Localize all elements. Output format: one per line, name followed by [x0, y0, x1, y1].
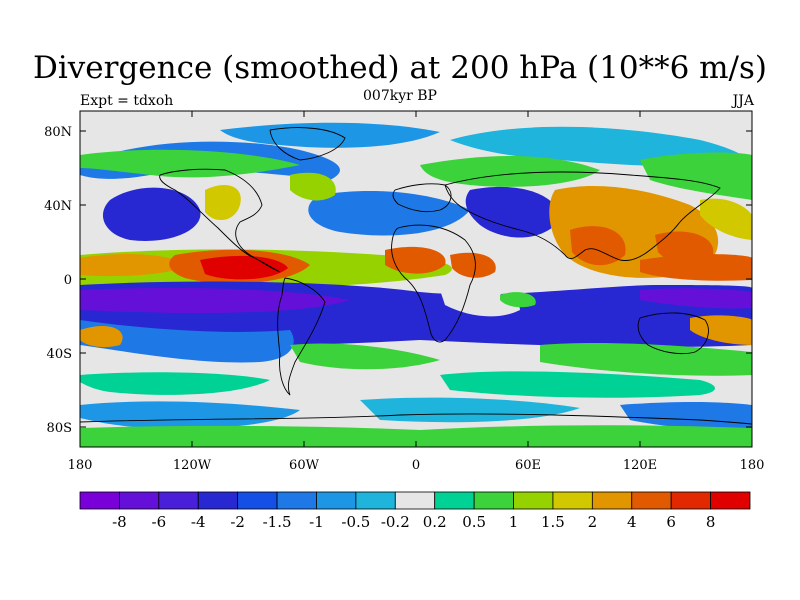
lon-tick-label: 120E — [623, 458, 657, 473]
africa-coast — [391, 224, 476, 343]
colorbar-swatch — [119, 491, 160, 510]
lat-tick-label: 0 — [64, 273, 72, 288]
lon-tick-label: 180 — [68, 458, 93, 473]
colorbar-label: 0.5 — [462, 513, 486, 531]
field-region — [640, 288, 752, 309]
field-region — [385, 246, 446, 274]
lon-tick-label: 0 — [412, 458, 420, 473]
asia-coast — [444, 171, 721, 261]
colorbar-swatch — [355, 491, 396, 510]
field-region — [640, 152, 752, 200]
experiment-label: Expt = tdxoh — [80, 93, 174, 109]
field-region — [290, 343, 440, 370]
north-america-coast — [159, 168, 281, 273]
field-region — [308, 190, 470, 236]
colorbar: -8 -6 -4 -2 -1.5 -1 -0.5 -0.2 0.2 0.5 1 1.5 2 4 6 8 — [79, 491, 751, 531]
colorbar-label: -0.5 — [341, 513, 370, 531]
coastlines — [80, 127, 752, 425]
field-region — [80, 401, 300, 429]
colorbar-swatch — [79, 491, 120, 510]
colorbar-label: 1.5 — [541, 513, 565, 531]
lon-tick-label: 60W — [289, 458, 320, 473]
greenland-coast — [269, 127, 346, 161]
south-america-coast — [277, 277, 326, 396]
lat-tick-label: 80S — [47, 421, 72, 436]
field-region — [570, 226, 626, 266]
colorbar-label: -0.2 — [381, 513, 410, 531]
colorbar-swatch — [158, 491, 199, 510]
colorbar-label: 4 — [627, 513, 637, 531]
colorbar-swatch — [631, 491, 672, 510]
field-region — [440, 371, 715, 398]
colorbar-swatch — [513, 491, 554, 510]
colorbar-label: 6 — [666, 513, 676, 531]
lon-tick-label: 120W — [173, 458, 212, 473]
colorbar-label: 1 — [509, 513, 519, 531]
map-axes: 180 120W 60W 0 60E 120E 180 80N 40N 0 40S 80S — [44, 111, 764, 473]
field-region — [360, 397, 580, 423]
field-region — [80, 325, 123, 348]
colorbar-label: -2 — [230, 513, 245, 531]
colorbar-swatch — [237, 491, 278, 510]
colorbar-swatch — [394, 491, 436, 510]
colorbar-label: -8 — [112, 513, 127, 531]
colorbar-swatch — [316, 491, 357, 510]
field-region — [690, 315, 752, 345]
colorbar-label: 2 — [588, 513, 598, 531]
colorbar-label: -1.5 — [263, 513, 292, 531]
divergence-field — [80, 111, 752, 447]
colorbar-swatch — [197, 491, 239, 510]
field-region — [200, 255, 288, 280]
europe-coast — [392, 183, 452, 213]
season-label: JJA — [732, 93, 754, 109]
field-region — [450, 252, 496, 278]
colorbar-swatch — [710, 491, 751, 510]
lat-tick-label: 40N — [44, 199, 72, 214]
field-region — [290, 172, 336, 201]
field-region — [465, 186, 560, 238]
colorbar-swatch — [276, 491, 317, 510]
field-region — [80, 149, 300, 178]
field-region — [620, 401, 752, 431]
colorbar-swatch — [670, 491, 711, 510]
colorbar-swatch — [591, 491, 633, 510]
field-region — [640, 254, 752, 281]
colorbar-label: -6 — [152, 513, 167, 531]
lon-tick-label: 180 — [740, 458, 765, 473]
colorbar-label: -4 — [191, 513, 206, 531]
field-region — [80, 254, 190, 277]
field-region — [80, 320, 294, 363]
field-region — [205, 185, 241, 221]
lon-tick-label: 60E — [515, 458, 541, 473]
plot-subtitle: 007kyr BP — [363, 88, 437, 104]
colorbar-swatch — [552, 491, 593, 510]
field-region — [700, 198, 752, 240]
field-region — [540, 342, 752, 376]
lat-tick-label: 80N — [44, 125, 72, 140]
colorbar-swatch — [473, 491, 514, 510]
colorbar-label: -1 — [309, 513, 324, 531]
field-region — [80, 372, 270, 395]
field-region — [420, 155, 600, 187]
field-region — [500, 292, 536, 308]
colorbar-label: 0.2 — [423, 513, 447, 531]
antarctica-coast — [80, 413, 752, 425]
field-region — [102, 187, 201, 241]
plot-title: Divergence (smoothed) at 200 hPa (10**6 … — [33, 50, 767, 86]
australia-coast — [637, 312, 709, 355]
field-region — [80, 425, 752, 447]
lat-tick-label: 40S — [47, 347, 72, 362]
colorbar-label: 8 — [706, 513, 716, 531]
colorbar-swatch — [434, 491, 475, 510]
